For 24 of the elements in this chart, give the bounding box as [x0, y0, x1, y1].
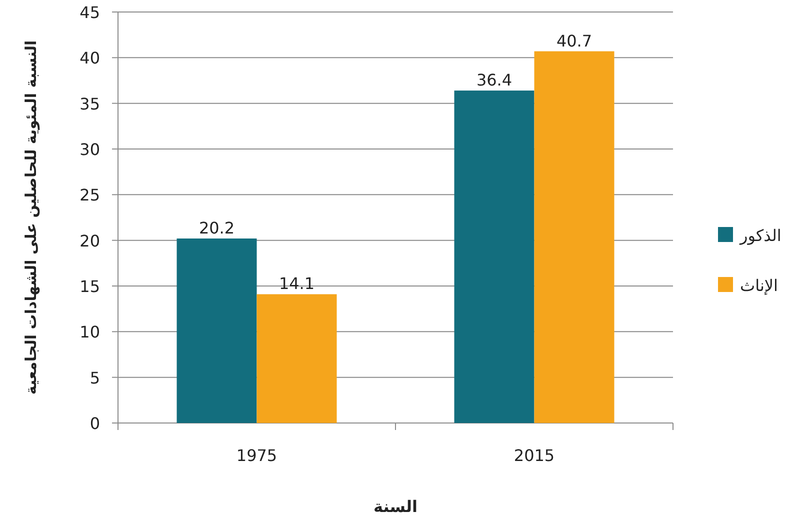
y-tick-label: 15	[80, 277, 100, 296]
bar	[176, 238, 257, 423]
x-tick-label: 2015	[514, 446, 555, 465]
y-axis-title: النسبة المئوية للحاصلين على الشهادات الجامعية	[22, 40, 40, 395]
data-label: 40.7	[556, 31, 592, 50]
legend-label: الذكور	[739, 226, 782, 245]
bar	[454, 90, 534, 423]
bar	[256, 294, 337, 423]
bar	[534, 51, 614, 423]
y-tick-label: 0	[90, 414, 100, 433]
data-label: 20.2	[198, 218, 235, 238]
y-tick-label: 45	[80, 3, 100, 22]
x-axis-title: السنة	[373, 497, 418, 516]
x-tick-label: 1975	[236, 446, 278, 465]
legend-label: الإناث	[740, 276, 778, 295]
y-tick-label: 10	[80, 322, 100, 342]
y-tick-label: 25	[80, 186, 100, 205]
data-label: 14.1	[278, 274, 315, 294]
y-tick-label: 40	[80, 48, 100, 68]
y-tick-label: 30	[80, 140, 100, 159]
y-tick-label: 35	[80, 94, 100, 114]
y-tick-label: 5	[90, 368, 100, 388]
data-label: 36.4	[476, 70, 512, 90]
y-tick-label: 20	[80, 231, 100, 250]
